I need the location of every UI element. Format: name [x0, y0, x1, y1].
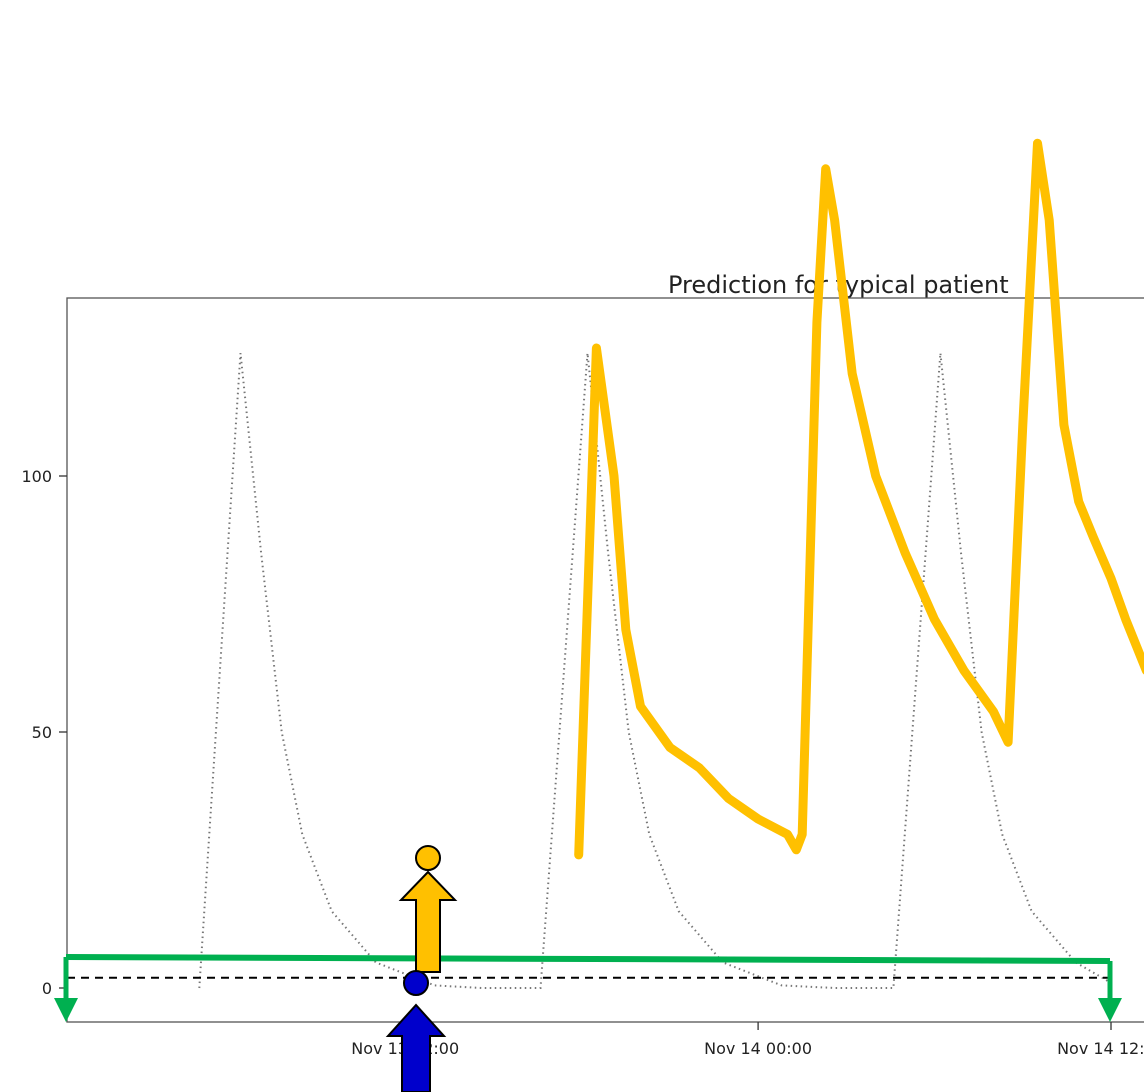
blue-up-arrow: [385, 1003, 447, 1092]
plot-frame: [66, 297, 1144, 1023]
series-dotted-line: [198, 352, 1112, 989]
annotation-curve: [574, 138, 1144, 860]
green-arrowhead-right: [1098, 998, 1122, 1022]
blue-dot: [403, 970, 429, 996]
green-arrowhead-left: [54, 998, 78, 1022]
y-axis-ticks: 0 50 100: [21, 467, 67, 998]
orange-up-arrow: [398, 870, 458, 973]
x-tick-label: Nov 14 00:00: [704, 1039, 812, 1058]
y-tick-label: 0: [42, 979, 52, 998]
series-group: [67, 138, 1144, 989]
orange-dot: [415, 845, 441, 871]
y-tick-label: 50: [32, 723, 52, 742]
green-bracket-line: [65, 954, 1111, 964]
annotation-group: [54, 845, 1122, 1092]
x-tick-label: Nov 14 12:00: [1057, 1039, 1144, 1058]
y-tick-label: 100: [21, 467, 52, 486]
